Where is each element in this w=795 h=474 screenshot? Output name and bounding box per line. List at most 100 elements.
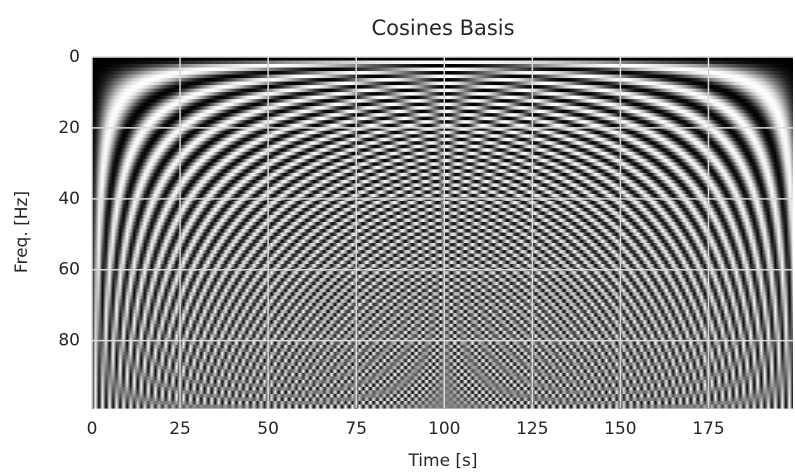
heatmap-row [92,271,793,276]
y-tick-label: 80 [58,331,80,351]
heatmap-row [92,211,793,216]
heatmap-row [92,85,793,90]
heatmap-row [92,155,793,160]
heatmap-row [92,341,793,346]
heatmap-row [92,260,793,265]
heatmap-row [92,158,793,163]
heatmap-image [92,57,793,409]
heatmap-row [92,88,793,93]
heatmap-row [92,183,793,188]
heatmap-row [92,200,793,206]
heatmap-row [92,383,793,388]
heatmap-row [92,151,793,156]
heatmap-row [92,313,793,318]
heatmap-row [92,120,793,125]
heatmap-row [92,176,793,181]
heatmap-row [92,162,793,167]
heatmap-row [92,253,793,258]
heatmap-row [92,169,793,174]
heatmap-row [92,137,793,142]
heatmap-row [92,295,793,300]
heatmap-row [92,316,793,321]
y-axis-label: Freq. [Hz] [12,191,32,273]
heatmap-row [92,288,793,293]
heatmap-row [92,81,793,86]
heatmap-row [92,99,793,104]
heatmap-row [92,330,793,335]
grid [91,56,793,408]
heatmap-row [92,337,793,342]
heatmap-row [92,232,793,237]
heatmap-row [92,57,793,62]
heatmap-row [92,369,793,374]
x-tick-label: 175 [692,419,724,439]
heatmap-row [92,250,793,255]
heatmap-row [92,306,793,311]
heatmap-row [92,236,793,241]
x-tick-label: 50 [257,419,279,439]
heatmap-row [92,190,793,195]
heatmap-row [92,379,793,385]
heatmap-row [92,344,793,349]
heatmap-row [92,64,793,69]
heatmap-row [92,351,793,356]
heatmap-row [92,299,793,304]
heatmap-row [92,71,793,76]
heatmap-row [92,60,793,65]
heatmap-row [92,358,793,363]
heatmap-row [92,278,793,283]
heatmap-row [92,74,793,79]
x-axis-label: Time [s] [407,451,477,471]
heatmap-row [92,67,793,72]
heatmap-row [92,365,793,370]
heatmap-row [92,116,793,121]
heatmap-row [92,323,793,328]
heatmap-row [92,109,793,114]
heatmap-row [92,281,793,286]
x-tick-label: 150 [604,419,636,439]
heatmap-row [92,264,793,269]
heatmap-row [92,327,793,332]
heatmap-row [92,348,793,353]
heatmap-row [92,207,793,213]
heatmap-row [92,285,793,290]
heatmap-row [92,400,793,406]
heatmap-row [92,239,793,244]
heatmap-row [92,243,793,248]
heatmap-row [92,309,793,314]
heatmap-row [92,127,793,132]
heatmap-row [92,148,793,153]
x-tick-label: 100 [428,419,460,439]
heatmap-row [92,302,793,307]
x-tick-label: 125 [516,419,548,439]
heatmap-row [92,106,793,111]
heatmap-row [92,179,793,184]
y-tick-label: 40 [58,189,80,209]
heatmap-row [92,193,793,198]
heatmap-row [92,320,793,325]
heatmap-row [92,334,793,339]
heatmap-row [92,292,793,297]
heatmap-row [92,95,793,100]
heatmap-row [92,204,793,209]
heatmap-row [92,386,793,392]
heatmap-row [92,221,793,227]
heatmap-row [92,372,793,378]
heatmap-row [92,144,793,149]
heatmap-row [92,404,793,409]
x-tick-label: 25 [169,419,191,439]
heatmap-row [92,225,793,230]
heatmap-row [92,355,793,360]
heatmap-row [92,362,793,367]
heatmap-row [92,397,793,402]
y-tick-label: 0 [69,47,80,67]
heatmap-row [92,393,793,399]
heatmap-row [92,172,793,177]
heatmap-row [92,102,793,107]
heatmap-row [92,246,793,251]
chart-title: Cosines Basis [371,16,514,40]
heatmap-row [92,376,793,381]
heatmap-row [92,141,793,146]
heatmap-row [92,130,793,135]
